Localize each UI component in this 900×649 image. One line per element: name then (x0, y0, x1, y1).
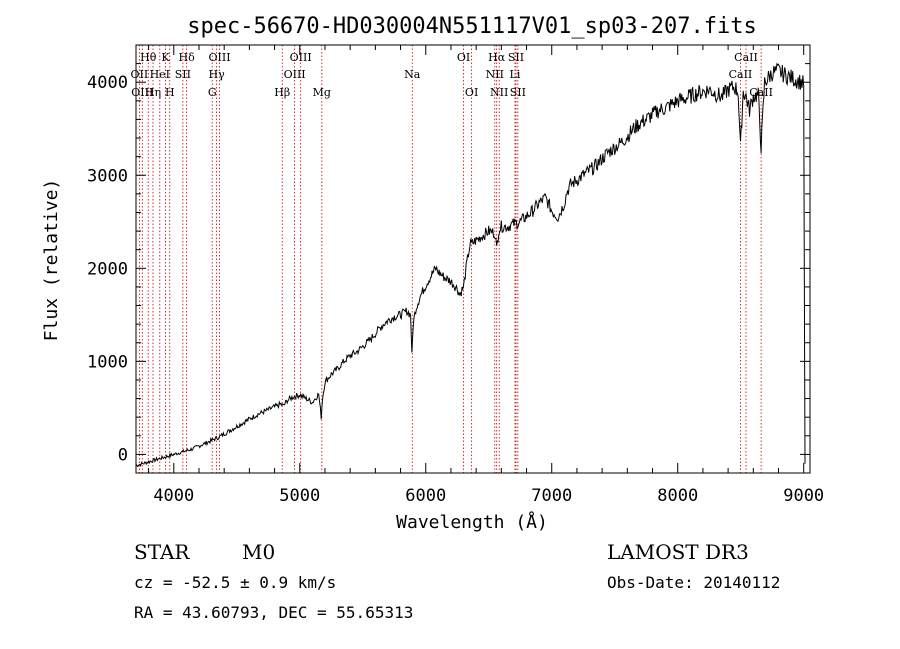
spectrum-chart: spec-56670-HD030004N551117V01_sp03-207.f… (41, 14, 824, 533)
spectrum-line (135, 62, 806, 468)
line-label-22: Li (510, 68, 521, 81)
line-label-7: SII (175, 68, 191, 81)
x-tick-label: 4000 (153, 486, 194, 506)
redshift-readout: cz = -52.5 ± 0.9 km/s (134, 573, 337, 592)
y-axis-ticks: 0 1000 2000 3000 4000 (87, 44, 810, 474)
survey-name: LAMOST DR3 (607, 540, 749, 564)
y-axis-label: Flux (relative) (41, 179, 62, 342)
spectral-line-markers (139, 45, 762, 473)
line-label-12: Hβ (274, 86, 290, 99)
object-class: STAR (134, 540, 190, 564)
chart-title: spec-56670-HD030004N551117V01_sp03-207.f… (187, 14, 757, 39)
line-label-20: Hα (488, 51, 506, 64)
y-tick-label: 0 (118, 445, 128, 465)
line-label-5: K (161, 51, 170, 64)
x-tick-label: 5000 (279, 486, 320, 506)
line-label-14: OIII (290, 51, 312, 64)
observation-date: Obs-Date: 20140112 (607, 573, 781, 592)
line-label-18: OI (465, 86, 478, 99)
x-tick-label: 6000 (405, 486, 446, 506)
line-label-26: CaII (734, 51, 758, 64)
y-tick-label: 2000 (87, 259, 128, 279)
line-label-16: Na (404, 68, 421, 81)
y-tick-label: 1000 (87, 352, 128, 372)
spectral-subclass: M0 (242, 540, 276, 564)
line-label-25: CaII (729, 68, 753, 81)
line-label-19: NII (486, 68, 504, 81)
line-label-21: NII (490, 86, 508, 99)
x-axis-ticks: 4000 5000 6000 7000 8000 9000 (148, 45, 824, 506)
line-label-24: SII (510, 86, 526, 99)
line-label-2: Hθ (140, 51, 157, 64)
line-label-1: OIII (131, 86, 153, 99)
y-tick-label: 3000 (87, 166, 128, 186)
x-tick-label: 7000 (531, 486, 572, 506)
line-label-6: H (165, 86, 175, 99)
line-label-9: G (208, 86, 217, 99)
spectral-line-labels: OIIOIIIHθHηHeIKHSIIHδGHγOIIIHβOIIIOIIIMg… (131, 51, 773, 99)
x-axis-label: Wavelength (Å) (396, 511, 548, 533)
line-label-0: OII (131, 68, 149, 81)
line-label-17: OI (457, 51, 470, 64)
coordinates-readout: RA = 43.60793, DEC = 55.65313 (134, 603, 414, 622)
line-label-15: Mg (313, 86, 331, 99)
line-label-10: Hγ (209, 68, 226, 81)
line-label-23: SII (508, 51, 524, 64)
x-tick-label: 9000 (783, 486, 824, 506)
line-label-8: Hδ (179, 51, 196, 64)
x-tick-label: 8000 (657, 486, 698, 506)
line-label-4: HeI (150, 68, 170, 81)
line-label-3: Hη (145, 86, 161, 99)
line-label-11: OIII (208, 51, 230, 64)
y-tick-label: 4000 (87, 73, 128, 93)
plot-frame (135, 44, 811, 474)
line-label-13: OIII (284, 68, 306, 81)
